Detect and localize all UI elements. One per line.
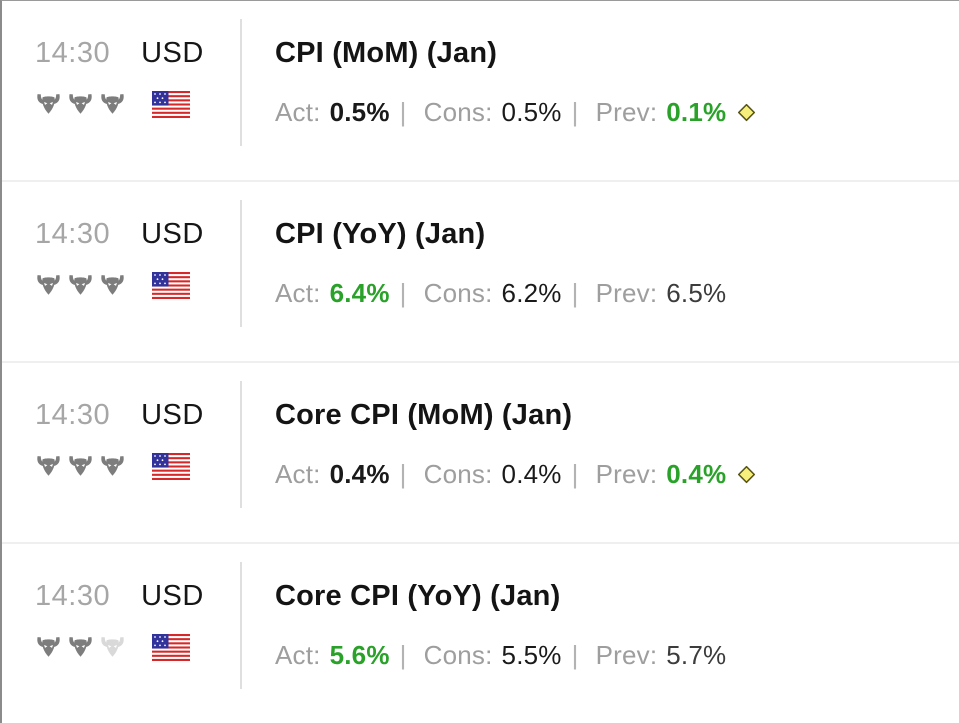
- revision-diamond-icon: [737, 465, 756, 484]
- bull-icon: [35, 274, 62, 297]
- us-flag-icon: [152, 634, 190, 661]
- value-separator: |: [571, 640, 579, 670]
- event-row[interactable]: 14:30 USD Core CPI (YoY) (Jan) Act: 5.6%…: [2, 544, 959, 723]
- bull-icon: [35, 636, 62, 659]
- column-divider: [240, 200, 242, 327]
- value-separator: |: [399, 97, 407, 127]
- bull-icon: [67, 93, 94, 116]
- value-separator: |: [399, 640, 407, 670]
- us-flag-icon: [152, 453, 190, 480]
- consensus-value: 0.4%: [501, 459, 562, 489]
- consensus-value: 5.5%: [501, 640, 562, 670]
- event-meta: 14:30 USD: [35, 37, 240, 180]
- previous-value: 6.5%: [666, 278, 727, 308]
- consensus-label: Cons:: [423, 97, 493, 127]
- event-currency: USD: [141, 580, 204, 612]
- us-flag-icon: [152, 91, 190, 118]
- value-separator: |: [571, 459, 579, 489]
- event-time: 14:30: [35, 399, 111, 431]
- previous-value: 0.1%: [666, 97, 727, 127]
- consensus-label: Cons:: [423, 278, 493, 308]
- revision-diamond-icon: [737, 103, 756, 122]
- event-time: 14:30: [35, 218, 111, 250]
- value-separator: |: [399, 278, 407, 308]
- importance-indicator: [35, 636, 126, 659]
- actual-label: Act:: [275, 97, 321, 127]
- event-time: 14:30: [35, 37, 111, 69]
- importance-indicator: [35, 93, 126, 116]
- importance-indicator: [35, 274, 126, 297]
- actual-label: Act:: [275, 278, 321, 308]
- column-divider: [240, 381, 242, 508]
- bull-icon: [35, 455, 62, 478]
- consensus-label: Cons:: [423, 459, 493, 489]
- previous-label: Prev:: [595, 640, 658, 670]
- actual-value: 5.6%: [329, 640, 390, 670]
- event-values: Act: 6.4% | Cons: 6.2% | Prev: 6.5%: [275, 278, 959, 309]
- bull-icon: [99, 636, 126, 659]
- value-separator: |: [571, 97, 579, 127]
- event-title[interactable]: CPI (YoY) (Jan): [275, 218, 486, 250]
- event-title[interactable]: CPI (MoM) (Jan): [275, 37, 498, 69]
- bull-icon: [67, 274, 94, 297]
- actual-value: 0.4%: [329, 459, 390, 489]
- consensus-value: 6.2%: [501, 278, 562, 308]
- event-currency: USD: [141, 37, 204, 69]
- previous-value: 5.7%: [666, 640, 727, 670]
- bull-icon: [67, 455, 94, 478]
- event-row[interactable]: 14:30 USD CPI (MoM) (Jan) Act: 0.5% | Co…: [2, 1, 959, 182]
- previous-value: 0.4%: [666, 459, 727, 489]
- event-time: 14:30: [35, 580, 111, 612]
- event-meta: 14:30 USD: [35, 580, 240, 723]
- actual-label: Act:: [275, 459, 321, 489]
- importance-indicator: [35, 455, 126, 478]
- column-divider: [240, 19, 242, 146]
- event-row[interactable]: 14:30 USD Core CPI (MoM) (Jan) Act: 0.4%…: [2, 363, 959, 544]
- event-currency: USD: [141, 399, 204, 431]
- event-values: Act: 5.6% | Cons: 5.5% | Prev: 5.7%: [275, 640, 959, 671]
- event-values: Act: 0.4% | Cons: 0.4% | Prev: 0.4%: [275, 459, 959, 490]
- actual-value: 0.5%: [329, 97, 390, 127]
- value-separator: |: [399, 459, 407, 489]
- event-title[interactable]: Core CPI (MoM) (Jan): [275, 399, 573, 431]
- previous-label: Prev:: [595, 97, 658, 127]
- event-title[interactable]: Core CPI (YoY) (Jan): [275, 580, 561, 612]
- event-currency: USD: [141, 218, 204, 250]
- consensus-value: 0.5%: [501, 97, 562, 127]
- bull-icon: [67, 636, 94, 659]
- previous-label: Prev:: [595, 278, 658, 308]
- consensus-label: Cons:: [423, 640, 493, 670]
- column-divider: [240, 562, 242, 689]
- previous-label: Prev:: [595, 459, 658, 489]
- us-flag-icon: [152, 272, 190, 299]
- bull-icon: [35, 93, 62, 116]
- event-meta: 14:30 USD: [35, 218, 240, 361]
- bull-icon: [99, 93, 126, 116]
- actual-label: Act:: [275, 640, 321, 670]
- event-row[interactable]: 14:30 USD CPI (YoY) (Jan) Act: 6.4% | Co…: [2, 182, 959, 363]
- bull-icon: [99, 274, 126, 297]
- value-separator: |: [571, 278, 579, 308]
- event-values: Act: 0.5% | Cons: 0.5% | Prev: 0.1%: [275, 97, 959, 128]
- event-meta: 14:30 USD: [35, 399, 240, 542]
- actual-value: 6.4%: [329, 278, 390, 308]
- bull-icon: [99, 455, 126, 478]
